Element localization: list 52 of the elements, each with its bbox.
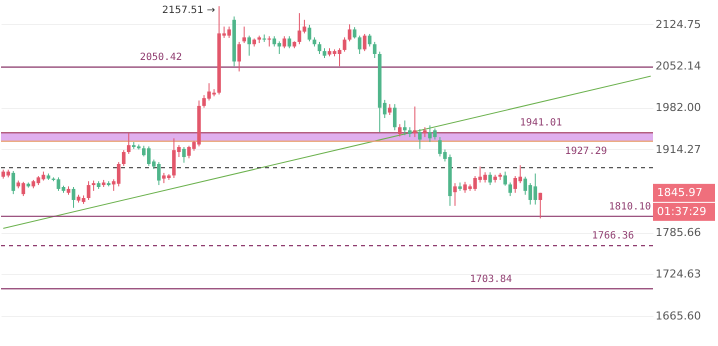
candlestick [352, 26, 356, 39]
candlestick [237, 41, 241, 72]
candlestick [488, 172, 492, 186]
candlestick [453, 182, 457, 206]
candlestick [312, 36, 316, 47]
candlestick [418, 128, 422, 150]
candlestick [538, 192, 542, 219]
y-tick-label: 2124.75 [656, 18, 701, 31]
candlestick [247, 35, 251, 56]
text: 1845.97 [657, 186, 702, 199]
candlestick [72, 186, 76, 208]
y-tick-label: 1665.60 [656, 309, 701, 322]
ref-line-label: 1766.36 [592, 230, 634, 242]
candlestick [11, 170, 16, 195]
candlestick [282, 36, 286, 49]
candlestick [398, 124, 402, 137]
candlestick [318, 41, 322, 54]
candlestick [362, 33, 366, 52]
y-tick-label: 2052.14 [656, 60, 701, 73]
candlestick [403, 120, 407, 136]
text: 01:37:29 [657, 204, 706, 218]
ref-line-label: 1927.29 [564, 146, 608, 158]
candlestick [423, 126, 427, 138]
candlestick [122, 150, 126, 166]
candlestick [413, 106, 417, 138]
candlestick [86, 180, 90, 200]
candlestick [126, 132, 131, 154]
y-tick-label: 1982.00 [656, 101, 701, 114]
candlestick [288, 36, 292, 49]
candlestick [92, 180, 96, 192]
candlestick [372, 41, 376, 59]
candlestick [182, 146, 186, 164]
y-tick-label: 1724.63 [656, 268, 701, 281]
ref-line-label: 1703.84 [470, 274, 512, 285]
y-tick-label: 1785.66 [656, 226, 701, 240]
candlestick [322, 48, 326, 59]
candlestick [392, 104, 397, 131]
ref-line-label: 2050.42 [140, 52, 182, 64]
annotation: 2157.51 → [162, 5, 216, 16]
candlestick [348, 24, 352, 42]
candlestick [242, 26, 246, 44]
candlestick [388, 104, 392, 116]
candlestick [358, 35, 362, 54]
candlestick [308, 24, 312, 42]
candlestick [508, 182, 512, 197]
candlestick [503, 171, 507, 186]
candlestick [408, 126, 412, 138]
ref-line-label: 1941.01 [520, 118, 562, 129]
ref-line-label: 1810.10 [608, 201, 651, 212]
candlestick [368, 33, 372, 47]
candlestick [342, 36, 346, 52]
y-tick-label: 1914.27 [656, 142, 701, 156]
